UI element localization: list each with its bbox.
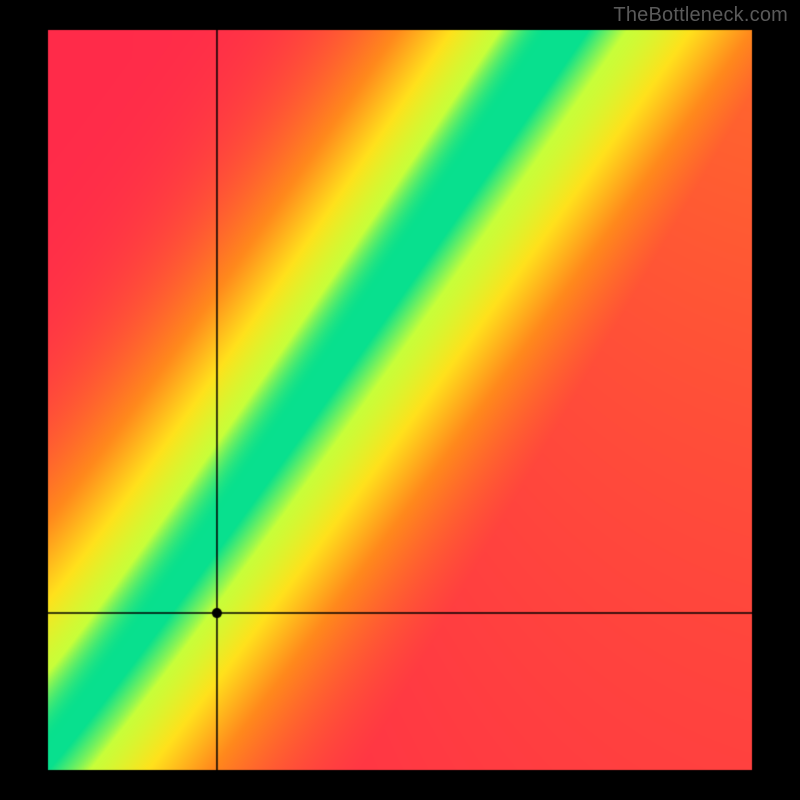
chart-container: TheBottleneck.com xyxy=(0,0,800,800)
bottleneck-heatmap xyxy=(0,0,800,800)
attribution-text: TheBottleneck.com xyxy=(613,4,788,27)
